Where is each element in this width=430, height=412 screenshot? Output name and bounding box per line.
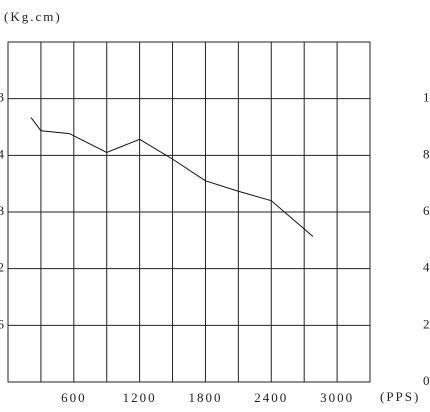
y-tick-label: 1.8 [0,203,6,218]
y2-tick-label: 4 [423,260,430,275]
y-tick-label: 3 [0,90,6,105]
y2-tick-label: 10 [423,90,430,105]
x-tick-label: 1800 [188,390,222,405]
x-axis-label: (PPS) [380,389,420,404]
y2-tick-label: 0 [423,373,430,388]
x-tick-label: 600 [61,390,87,405]
y2-tick-label: 6 [423,203,430,218]
y-tick-label: 1.2 [0,260,6,275]
y-tick-label: 2.4 [0,146,6,161]
y2-tick-label: 8 [423,146,430,161]
y2-tick-label: 2 [423,316,430,331]
x-tick-label: 3000 [320,390,354,405]
y-tick-label: 0.6 [0,316,6,331]
torque-line [30,117,314,237]
chart-title: (Kg.cm) [4,9,62,24]
x-tick-label: 1200 [123,390,157,405]
x-tick-label: 2400 [254,390,288,405]
